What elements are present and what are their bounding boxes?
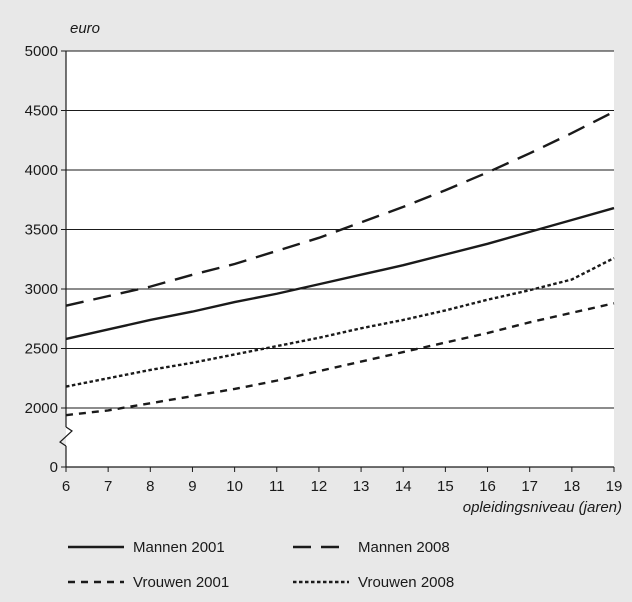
x-tick-label: 17: [521, 478, 538, 495]
y-tick-label: 4000: [25, 162, 58, 179]
x-tick-label: 13: [353, 478, 370, 495]
x-tick-label: 16: [479, 478, 496, 495]
legend-label: Mannen 2001: [133, 539, 225, 556]
x-tick-label: 12: [311, 478, 328, 495]
x-tick-label: 15: [437, 478, 454, 495]
series-line-vrouwen-2008: [65, 256, 615, 388]
y-tick-label: 2000: [25, 400, 58, 417]
x-tick-label: 6: [62, 478, 70, 495]
gridlines: [66, 50, 614, 409]
y-tick-label: 4500: [25, 103, 58, 120]
y-axis-break: [59, 426, 73, 447]
legend-label: Vrouwen 2001: [133, 574, 229, 591]
y-tick-label: 5000: [25, 43, 58, 60]
series-line-vrouwen-2001: [65, 302, 615, 417]
legend-label: Mannen 2008: [358, 539, 450, 556]
x-tick-label: 9: [188, 478, 196, 495]
x-tick-label: 11: [269, 478, 285, 495]
x-tick-label: 7: [104, 478, 112, 495]
x-tick-label: 19: [606, 478, 623, 495]
x-tick-label: 18: [564, 478, 581, 495]
x-tick-label: 8: [146, 478, 154, 495]
x-tick-label: 14: [395, 478, 412, 495]
series-line-mannen-2001: [65, 206, 615, 341]
y-tick-label: 2500: [25, 341, 58, 358]
x-tick-label: 10: [226, 478, 243, 495]
legend: Mannen 2001 Mannen 2008 Vrouwen 2001 Vrouwe…: [68, 539, 454, 591]
y-tick-label: 0: [50, 459, 58, 476]
series-line-mannen-2008: [65, 110, 615, 307]
y-tick-label: 3000: [25, 281, 58, 298]
y-axis-title: euro: [70, 20, 100, 37]
legend-label: Vrouwen 2008: [358, 574, 454, 591]
y-tick-label: 3500: [25, 222, 58, 239]
series-lines: [65, 110, 615, 417]
plot-area: [66, 51, 614, 467]
axes: 0 2000 2500 3000 3500 4000 4500 5000 6 7 8 9 10 11 12 1…: [25, 43, 623, 495]
x-axis-title: opleidingsniveau (jaren): [463, 499, 622, 516]
